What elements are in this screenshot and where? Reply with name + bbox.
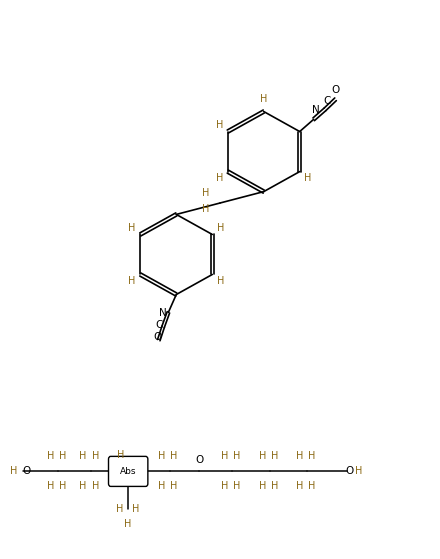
Text: H: H: [132, 504, 140, 514]
Text: H: H: [296, 481, 303, 491]
Text: H: H: [233, 451, 240, 461]
Text: H: H: [308, 451, 315, 461]
Text: O: O: [154, 332, 161, 342]
Text: O: O: [22, 466, 30, 476]
Text: H: H: [128, 224, 136, 233]
Text: H: H: [80, 481, 87, 491]
Text: H: H: [217, 224, 224, 233]
Text: H: H: [217, 276, 224, 286]
Text: H: H: [117, 449, 124, 459]
Text: H: H: [296, 451, 303, 461]
Text: H: H: [59, 481, 66, 491]
Text: H: H: [271, 451, 279, 461]
Text: H: H: [128, 276, 136, 286]
Text: O: O: [332, 85, 340, 95]
Text: H: H: [47, 451, 54, 461]
Text: H: H: [158, 481, 165, 491]
Text: C: C: [155, 320, 162, 330]
Text: O: O: [346, 466, 354, 476]
Text: H: H: [356, 466, 363, 476]
Text: H: H: [304, 173, 312, 183]
Text: N: N: [312, 105, 320, 115]
Text: H: H: [308, 481, 315, 491]
Text: H: H: [259, 481, 266, 491]
Text: H: H: [80, 451, 87, 461]
Text: H: H: [202, 203, 210, 214]
Text: N: N: [159, 309, 167, 319]
Text: H: H: [158, 451, 165, 461]
Text: H: H: [92, 451, 99, 461]
Text: O: O: [195, 455, 203, 465]
Text: C: C: [323, 96, 330, 106]
Text: H: H: [216, 120, 223, 130]
Text: H: H: [260, 94, 268, 105]
Text: H: H: [125, 519, 132, 529]
Text: H: H: [59, 451, 66, 461]
Text: H: H: [92, 481, 99, 491]
Text: H: H: [259, 451, 266, 461]
Text: H: H: [10, 466, 17, 476]
Text: H: H: [202, 188, 210, 198]
Text: Abs: Abs: [120, 467, 136, 476]
Text: H: H: [170, 481, 178, 491]
Text: H: H: [233, 481, 240, 491]
Text: H: H: [47, 481, 54, 491]
Text: H: H: [271, 481, 279, 491]
Text: H: H: [221, 481, 228, 491]
Text: H: H: [221, 451, 228, 461]
Text: H: H: [170, 451, 178, 461]
Text: H: H: [216, 173, 223, 183]
Text: H: H: [116, 504, 123, 514]
FancyBboxPatch shape: [109, 456, 148, 486]
